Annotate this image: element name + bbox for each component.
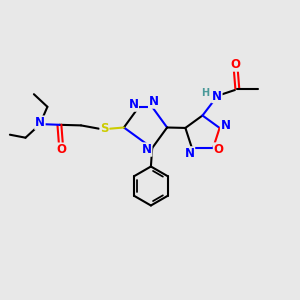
Text: N: N	[220, 119, 231, 132]
Text: N: N	[142, 143, 152, 156]
Text: N: N	[35, 116, 45, 129]
Text: S: S	[100, 122, 109, 136]
Text: N: N	[184, 147, 194, 160]
Text: O: O	[214, 143, 224, 156]
Text: O: O	[56, 143, 66, 156]
Text: O: O	[231, 58, 241, 71]
Text: N: N	[212, 89, 222, 103]
Text: N: N	[149, 95, 159, 108]
Text: N: N	[128, 98, 138, 111]
Text: H: H	[201, 88, 210, 98]
